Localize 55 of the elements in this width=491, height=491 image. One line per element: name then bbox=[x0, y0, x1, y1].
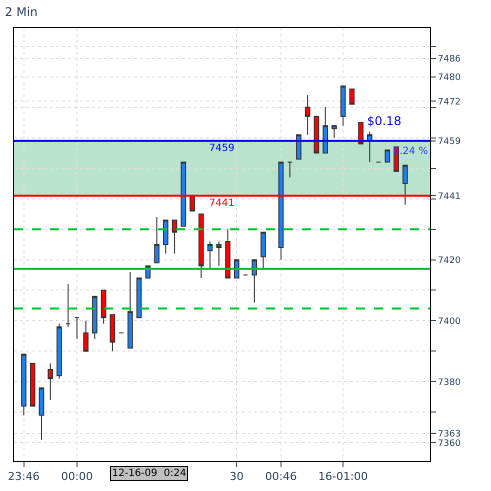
candlestick bbox=[225, 228, 230, 279]
y-tick-label: 7441 bbox=[438, 192, 461, 202]
candlestick bbox=[287, 162, 293, 178]
candlestick bbox=[216, 240, 222, 266]
candlestick bbox=[48, 362, 54, 401]
y-tick-label: 7380 bbox=[438, 378, 461, 388]
candlestick bbox=[30, 362, 36, 407]
annotation: $0.18 bbox=[367, 114, 402, 128]
ref-line-label: 7459 bbox=[209, 143, 234, 154]
x-tick-label: 23:46 bbox=[8, 470, 40, 484]
candlestick bbox=[349, 88, 355, 105]
candlestick bbox=[358, 122, 364, 144]
x-tick-label: 16-01:00 bbox=[318, 470, 368, 484]
text: 12-16-09 0:24 bbox=[112, 468, 186, 479]
x-tick-label: 30 bbox=[230, 470, 244, 484]
candlestick bbox=[38, 387, 44, 440]
candlestick bbox=[198, 214, 204, 279]
candlestick bbox=[56, 323, 62, 380]
candlestick bbox=[340, 85, 346, 126]
candlestick bbox=[92, 296, 98, 340]
y-tick-label: 7363 bbox=[438, 430, 461, 440]
y-tick-label: 7459 bbox=[438, 136, 461, 147]
y-tick-label: 7486 bbox=[438, 54, 461, 65]
candlestick bbox=[367, 131, 372, 163]
x-tick-label: 00:00 bbox=[61, 470, 93, 484]
candlestick bbox=[296, 134, 302, 160]
y-tick-label: 7472 bbox=[438, 97, 461, 108]
candlestick bbox=[252, 259, 258, 303]
candlestick bbox=[163, 220, 168, 254]
candlestick bbox=[172, 220, 178, 254]
candlestick bbox=[278, 162, 284, 260]
y-tick-label: 7360 bbox=[438, 438, 461, 449]
candlestick bbox=[207, 240, 213, 270]
candlestick bbox=[100, 290, 106, 324]
candlestick bbox=[260, 232, 266, 270]
y-tick-label: 7480 bbox=[438, 72, 461, 83]
candlestick bbox=[136, 278, 142, 318]
candlestick bbox=[384, 149, 390, 163]
candlestick bbox=[154, 216, 160, 264]
ref-line-label: 7441 bbox=[209, 198, 234, 209]
y-tick-label: 7400 bbox=[438, 316, 461, 327]
candlestick bbox=[180, 162, 186, 227]
candlestick bbox=[304, 94, 310, 136]
candlestick bbox=[128, 271, 133, 349]
chart-title: 2 Min bbox=[4, 4, 38, 19]
candlestick bbox=[83, 320, 89, 352]
candlestick bbox=[322, 106, 328, 154]
candlestick bbox=[332, 125, 337, 138]
candlestick bbox=[21, 354, 26, 416]
candlestick bbox=[110, 314, 116, 352]
candlestick bbox=[402, 164, 408, 206]
y-tick-label: 7420 bbox=[438, 256, 461, 266]
candlestick bbox=[74, 317, 80, 340]
candlestick bbox=[65, 284, 71, 328]
x-tick-label: 00:46 bbox=[265, 470, 297, 484]
